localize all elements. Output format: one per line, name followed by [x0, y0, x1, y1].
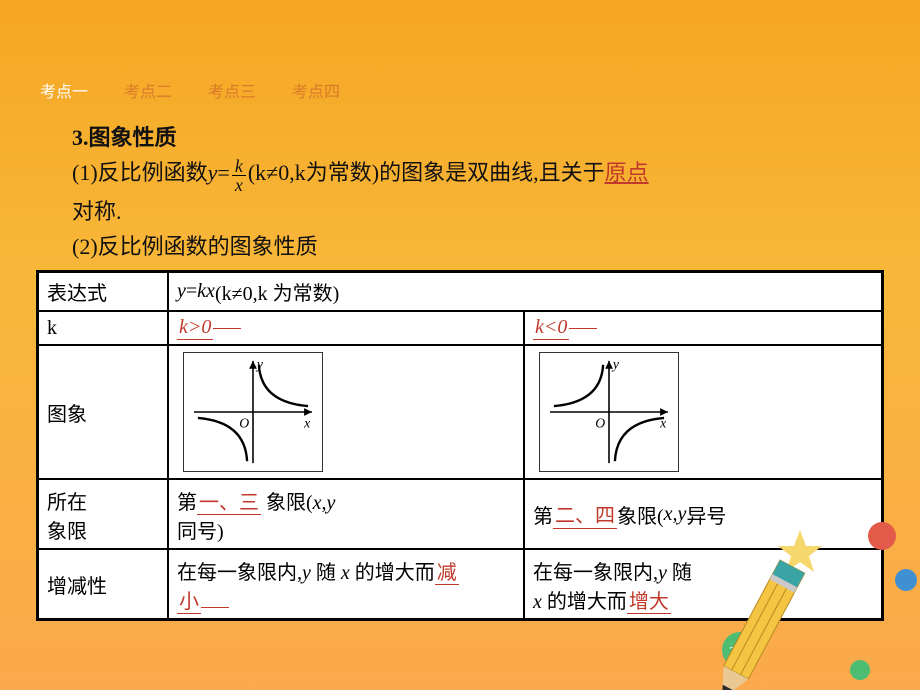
- svg-text:x: x: [303, 416, 310, 431]
- cell-mono-label: 增减性: [39, 550, 169, 618]
- cell-quadrant-label: 所在 象限: [39, 480, 169, 548]
- quad-neg-tail: 异号: [686, 500, 726, 529]
- p1-cond: (k≠0,k为常数)的图象是双曲线,且关于: [248, 160, 605, 185]
- paragraph-1-line2: 对称.: [72, 194, 880, 229]
- expr-cond: (k≠0,k 为常数): [215, 277, 339, 306]
- svg-text:2+2: 2+2: [729, 645, 751, 660]
- answer-k-neg: k<0: [533, 316, 569, 340]
- table-row-graph: 图象 y x O y x O: [39, 346, 881, 480]
- mono-pos-pre: 在每一象限内,: [177, 562, 302, 584]
- mono-neg-mid: 随: [667, 562, 692, 584]
- quadrant-label-l2: 象限: [47, 515, 159, 544]
- slide-body: 3.图象性质 (1)反比例函数y=kx(k≠0,k为常数)的图象是双曲线,且关于…: [0, 102, 920, 264]
- paragraph-2: (2)反比例函数的图象性质: [72, 229, 880, 264]
- mono-pos-x: x: [341, 562, 350, 584]
- cell-graph-neg: y x O: [525, 346, 881, 478]
- mono-pos-mid: 随: [311, 562, 341, 584]
- cell-expr-value: y=kx(k≠0,k 为常数): [169, 273, 881, 310]
- quad-neg-suf: 象限(: [617, 500, 664, 529]
- underline-tail: [213, 328, 241, 329]
- section-title: 3.图象性质: [72, 120, 880, 155]
- cell-expr-label: 表达式: [39, 273, 169, 310]
- table-row-k: k k>0 k<0: [39, 312, 881, 346]
- mono-pos-y: y: [302, 562, 311, 584]
- quadrant-label-l1: 所在: [47, 486, 159, 515]
- cell-mono-pos: 在每一象限内,y 随 x 的增大而减 小: [169, 550, 525, 618]
- quad-neg-pre: 第: [533, 500, 553, 529]
- table-row-monotonicity: 增减性 在每一象限内,y 随 x 的增大而减 小 在每一象限内,y 随 x 的增…: [39, 550, 881, 618]
- tab-3[interactable]: 考点三: [208, 78, 256, 102]
- cell-k-neg: k<0: [525, 312, 881, 344]
- expr-y: y: [177, 280, 186, 303]
- mono-pos-suf: 的增大而: [350, 562, 435, 584]
- answer-mono-pos-part2: 小: [177, 591, 201, 614]
- tab-bar: 考点一 考点二 考点三 考点四: [0, 0, 920, 102]
- svg-text:O: O: [239, 416, 249, 431]
- cell-mono-neg: 在每一象限内,y 随 x 的增大而增大: [525, 550, 881, 618]
- svg-text:O: O: [595, 416, 605, 431]
- cell-graph-pos: y x O: [169, 346, 525, 478]
- quad-neg-xy: x,y: [664, 503, 687, 526]
- answer-mono-pos-part1: 减: [435, 562, 459, 585]
- cell-quadrant-pos: 第一、三 象限(x,y 同号): [169, 480, 525, 548]
- p1-eq: =: [217, 160, 229, 185]
- fraction-denominator: x: [232, 175, 246, 194]
- fraction-numerator: k: [232, 157, 246, 175]
- table-row-expression: 表达式 y=kx(k≠0,k 为常数): [39, 273, 881, 312]
- expr-kx: kx: [197, 280, 215, 303]
- underline-tail: [569, 328, 597, 329]
- table-row-quadrant: 所在 象限 第一、三 象限(x,y 同号) 第二、四 象限(x,y 异号: [39, 480, 881, 550]
- cell-graph-label: 图象: [39, 346, 169, 478]
- hyperbola-q1-q3-icon: y x O: [183, 352, 323, 472]
- mono-neg-pre: 在每一象限内,: [533, 562, 658, 584]
- answer-quadrant-pos: 一、三: [197, 492, 261, 515]
- underline-tail: [201, 607, 229, 608]
- mono-neg-x: x: [533, 591, 542, 613]
- cell-k-label: k: [39, 312, 169, 344]
- tab-4[interactable]: 考点四: [292, 78, 340, 102]
- mono-neg-y: y: [658, 562, 667, 584]
- answer-origin: 原点: [605, 160, 649, 185]
- section-number: 3: [72, 125, 83, 150]
- answer-mono-neg: 增大: [627, 591, 671, 614]
- expr-eq: =: [186, 280, 197, 303]
- quad-pos-line2: 同号): [177, 515, 515, 544]
- quad-pos-xy: x,y: [313, 492, 336, 514]
- paragraph-1: (1)反比例函数y=kx(k≠0,k为常数)的图象是双曲线,且关于原点: [72, 155, 880, 193]
- cell-k-pos: k>0: [169, 312, 525, 344]
- svg-text:y: y: [611, 357, 620, 372]
- quad-pos-pre: 第: [177, 492, 197, 514]
- quad-pos-suf: 象限(: [261, 492, 313, 514]
- cell-quadrant-neg: 第二、四 象限(x,y 异号: [525, 480, 881, 548]
- tab-2[interactable]: 考点二: [124, 78, 172, 102]
- p1-y: y: [208, 160, 218, 185]
- hyperbola-q2-q4-icon: y x O: [539, 352, 679, 472]
- section-title-text: 图象性质: [89, 125, 177, 150]
- mono-neg-suf: 的增大而: [542, 591, 627, 613]
- answer-quadrant-neg: 二、四: [553, 499, 617, 529]
- properties-table: 表达式 y=kx(k≠0,k 为常数) k k>0 k<0 图象 y x O: [36, 270, 884, 621]
- p1-open: (1)反比例函数: [72, 160, 208, 185]
- tab-1[interactable]: 考点一: [40, 78, 88, 102]
- answer-k-pos: k>0: [177, 316, 213, 340]
- fraction-k-over-x: kx: [232, 157, 246, 194]
